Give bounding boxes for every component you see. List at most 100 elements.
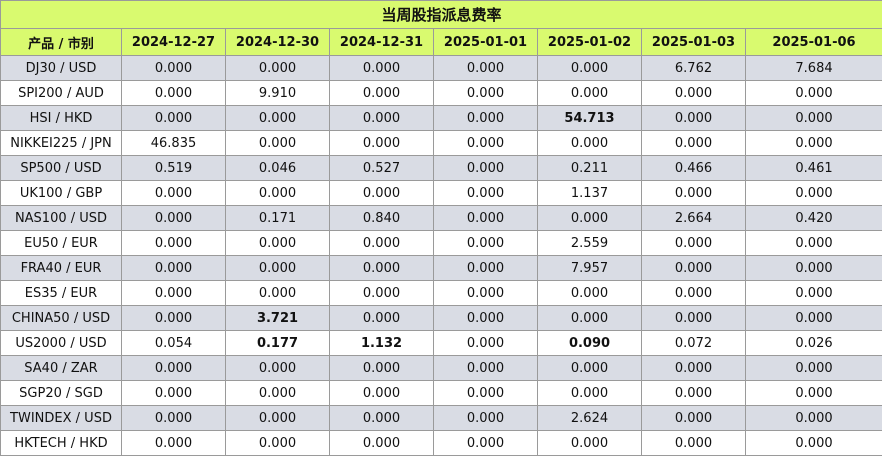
rate-cell: 0.000	[121, 180, 226, 206]
rate-cell: 0.000	[537, 280, 642, 306]
header-date: 2025-01-06	[744, 28, 882, 56]
rate-cell: 0.000	[433, 55, 538, 81]
rate-cell: 0.000	[433, 280, 538, 306]
rate-cell: 0.000	[329, 230, 434, 256]
rate-cell: 0.000	[744, 105, 882, 131]
rate-cell: 0.000	[121, 105, 226, 131]
header-date: 2025-01-03	[641, 28, 746, 56]
table-title: 当周股指派息费率	[0, 0, 882, 29]
rate-cell: 0.000	[121, 55, 226, 81]
rate-cell: 0.000	[225, 405, 330, 431]
rate-cell: 0.000	[329, 355, 434, 381]
rate-cell: 0.090	[537, 330, 642, 356]
table-row: SGP20 / SGD 0.000 0.000 0.000 0.000 0.000 0.00…	[0, 380, 882, 406]
rate-cell: 0.466	[641, 155, 746, 181]
rate-cell: 0.000	[433, 180, 538, 206]
rate-cell: 0.211	[537, 155, 642, 181]
rate-cell: 0.000	[225, 180, 330, 206]
product-cell: UK100 / GBP	[0, 180, 122, 206]
rate-cell: 0.171	[225, 205, 330, 231]
header-date: 2025-01-02	[537, 28, 642, 56]
product-cell: NIKKEI225 / JPN	[0, 130, 122, 156]
rate-cell: 0.054	[121, 330, 226, 356]
table-row: TWINDEX / USD 0.000 0.000 0.000 0.000 2.624 0.…	[0, 405, 882, 431]
rate-cell: 0.000	[641, 280, 746, 306]
table-row: HKTECH / HKD 0.000 0.000 0.000 0.000 0.000 0.0…	[0, 430, 882, 456]
rate-cell: 0.000	[641, 130, 746, 156]
rate-cell: 9.910	[225, 80, 330, 106]
table-row: NIKKEI225 / JPN 46.835 0.000 0.000 0.000 0.00…	[0, 130, 882, 156]
product-cell: SGP20 / SGD	[0, 380, 122, 406]
rate-cell: 0.000	[433, 155, 538, 181]
rate-cell: 0.000	[121, 230, 226, 256]
rate-cell: 0.000	[433, 305, 538, 331]
table-row: SP500 / USD 0.519 0.046 0.527 0.000 0.211 0.46…	[0, 155, 882, 181]
table-row: HSI / HKD 0.000 0.000 0.000 0.000 54.713 0.000…	[0, 105, 882, 131]
rate-cell: 0.000	[537, 205, 642, 231]
rate-cell: 0.000	[744, 430, 882, 456]
rate-cell: 0.000	[433, 405, 538, 431]
rate-cell: 6.762	[641, 55, 746, 81]
rate-cell: 2.559	[537, 230, 642, 256]
rate-cell: 0.000	[744, 230, 882, 256]
rate-cell: 0.000	[641, 405, 746, 431]
rate-cell: 0.840	[329, 205, 434, 231]
rate-cell: 0.000	[744, 80, 882, 106]
rate-cell: 0.000	[537, 55, 642, 81]
rate-cell: 0.000	[433, 355, 538, 381]
rate-cell: 0.000	[641, 80, 746, 106]
product-cell: ES35 / EUR	[0, 280, 122, 306]
header-date: 2025-01-01	[433, 28, 538, 56]
rate-cell: 0.000	[641, 105, 746, 131]
rate-cell: 0.000	[537, 130, 642, 156]
product-cell: TWINDEX / USD	[0, 405, 122, 431]
rate-cell: 0.461	[744, 155, 882, 181]
rate-cell: 0.000	[121, 405, 226, 431]
rate-cell: 0.000	[744, 355, 882, 381]
rate-cell: 0.000	[225, 55, 330, 81]
rate-cell: 0.000	[225, 105, 330, 131]
rate-cell: 0.000	[225, 355, 330, 381]
rate-cell: 0.000	[329, 305, 434, 331]
table-row: DJ30 / USD 0.000 0.000 0.000 0.000 0.000 6.762…	[0, 55, 882, 81]
rate-cell: 0.000	[641, 255, 746, 281]
product-cell: NAS100 / USD	[0, 205, 122, 231]
product-cell: SP500 / USD	[0, 155, 122, 181]
rate-cell: 0.000	[329, 280, 434, 306]
rate-cell: 0.000	[329, 55, 434, 81]
rate-cell: 0.000	[433, 130, 538, 156]
rate-cell: 0.000	[225, 380, 330, 406]
product-cell: FRA40 / EUR	[0, 255, 122, 281]
rate-cell: 0.000	[537, 430, 642, 456]
rate-cell: 2.624	[537, 405, 642, 431]
product-cell: DJ30 / USD	[0, 55, 122, 81]
table-row: EU50 / EUR 0.000 0.000 0.000 0.000 2.559 0.000…	[0, 230, 882, 256]
rate-cell: 0.000	[121, 380, 226, 406]
rate-cell: 0.000	[433, 80, 538, 106]
rate-cell: 0.000	[433, 430, 538, 456]
table-row: SPI200 / AUD 0.000 9.910 0.000 0.000 0.000 0.0…	[0, 80, 882, 106]
rate-cell: 0.000	[641, 355, 746, 381]
rate-cell: 0.000	[641, 380, 746, 406]
table-row: ES35 / EUR 0.000 0.000 0.000 0.000 0.000 0.000…	[0, 280, 882, 306]
product-cell: US2000 / USD	[0, 330, 122, 356]
rate-cell: 0.000	[744, 280, 882, 306]
rate-cell: 0.000	[641, 230, 746, 256]
table-row: UK100 / GBP 0.000 0.000 0.000 0.000 1.137 0.00…	[0, 180, 882, 206]
rate-cell: 0.000	[225, 430, 330, 456]
rate-cell: 7.684	[744, 55, 882, 81]
product-cell: EU50 / EUR	[0, 230, 122, 256]
rate-cell: 0.000	[121, 280, 226, 306]
rate-cell: 0.420	[744, 205, 882, 231]
rate-cell: 0.000	[329, 255, 434, 281]
rate-cell: 2.664	[641, 205, 746, 231]
table-row: FRA40 / EUR 0.000 0.000 0.000 0.000 7.957 0.00…	[0, 255, 882, 281]
rate-cell: 0.000	[433, 230, 538, 256]
rate-cell: 0.000	[744, 305, 882, 331]
rate-cell: 0.000	[121, 305, 226, 331]
dividend-rate-table: 当周股指派息费率 产品 / 市别 2024-12-27 2024-12-30 2…	[0, 0, 882, 456]
product-cell: SA40 / ZAR	[0, 355, 122, 381]
rate-cell: 46.835	[121, 130, 226, 156]
product-cell: HKTECH / HKD	[0, 430, 122, 456]
rate-cell: 0.000	[329, 430, 434, 456]
